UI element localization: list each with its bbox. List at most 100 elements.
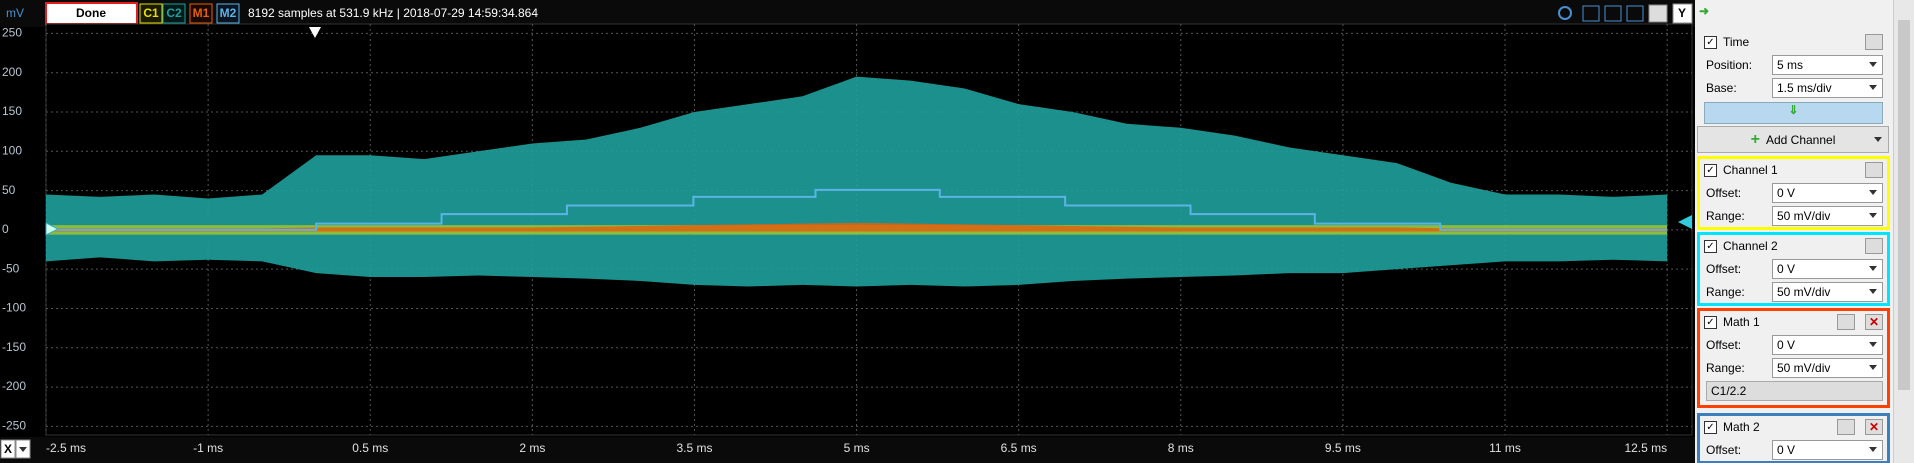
section-title: Math 1	[1723, 315, 1760, 329]
label: Offset:	[1706, 185, 1742, 200]
y-button-text: Y	[1678, 6, 1686, 20]
legend-label: M2	[220, 6, 237, 20]
checkbox[interactable]: ✓	[1704, 239, 1717, 253]
legend-label: M1	[193, 6, 210, 20]
traces	[46, 76, 1668, 287]
x-tick-label: 11 ms	[1489, 441, 1521, 455]
trace-band-upper	[46, 76, 1668, 230]
trigger-level-marker[interactable]	[1678, 215, 1692, 229]
gear[interactable]	[1837, 314, 1855, 330]
legend-tag[interactable]	[139, 3, 163, 24]
y-tick-label: -50	[2, 261, 20, 275]
dropdown[interactable]: 50 mV/div	[1772, 357, 1883, 378]
y-tick-label: 200	[2, 65, 22, 79]
tool-icon[interactable]	[1582, 5, 1600, 22]
x-tick-label: -1 ms	[193, 441, 223, 455]
checkbox[interactable]: ✓	[1704, 35, 1717, 49]
button-text: Add Channel	[1765, 132, 1836, 147]
channel-section: ✓ Math 1 ✕ Offset: 0 V Range: 50 mV/div C1/2.2	[1697, 308, 1890, 408]
legend-tag[interactable]	[189, 3, 213, 24]
section-title: Time	[1723, 35, 1750, 49]
y-tick-label: -250	[2, 419, 26, 433]
toolbar-icons	[1558, 4, 1668, 23]
y-unit: mV	[6, 6, 24, 20]
label: Range:	[1706, 360, 1745, 375]
legend-tag[interactable]	[216, 3, 240, 24]
x-tick-label: -2.5 ms	[46, 441, 86, 455]
x-tick-label: 3.5 ms	[676, 441, 712, 455]
dropdown[interactable]: 0 V	[1772, 182, 1883, 203]
label: Position:	[1706, 57, 1753, 72]
remove-button[interactable]: ✕	[1865, 419, 1883, 435]
channel-section: ✓ Channel 1 Offset: 0 V Range: 50 mV/div	[1697, 156, 1890, 230]
scroll-thumb[interactable]	[1898, 20, 1910, 390]
section-title: Math 2	[1723, 420, 1760, 434]
label: Range:	[1706, 284, 1745, 299]
trace-band-upper	[46, 222, 1668, 230]
trigger-marker[interactable]	[309, 27, 321, 38]
gear[interactable]	[1865, 162, 1883, 178]
y-tick-label: -150	[2, 340, 26, 354]
x-tick-label: 6.5 ms	[1001, 441, 1037, 455]
section-header: ✓ Math 1 ✕	[1700, 311, 1887, 333]
section-header: ✓ Channel 1	[1700, 159, 1887, 181]
y-tick-label: 150	[2, 104, 22, 118]
zoom-icon[interactable]	[1558, 6, 1572, 20]
y-tick-label: -100	[2, 301, 26, 315]
dropdown[interactable]: 50 mV/div	[1772, 281, 1883, 302]
checkbox[interactable]: ✓	[1704, 163, 1717, 177]
setting-row: Offset: 0 V	[1700, 257, 1887, 280]
checkbox[interactable]: ✓	[1704, 420, 1717, 434]
trace-band-lower	[46, 229, 1668, 287]
dropdown[interactable]: 50 mV/div	[1772, 205, 1883, 226]
dropdown[interactable]: 0 V	[1772, 334, 1883, 355]
dropdown[interactable]: 1.5 ms/div	[1772, 77, 1883, 98]
y-tick-label: 100	[2, 143, 22, 157]
dropdown[interactable]: 0 V	[1772, 439, 1883, 460]
label: Base:	[1706, 80, 1737, 95]
setting-row: Range: 50 mV/div	[1700, 280, 1887, 303]
section-title: Channel 2	[1723, 239, 1778, 253]
x-axis-bar	[0, 437, 1695, 463]
gear[interactable]	[1865, 238, 1883, 254]
add-channel-button[interactable]: + Add Channel	[1697, 126, 1889, 153]
legend-label: C1	[143, 6, 159, 20]
channel-section: ✓ Math 2 ✕ Offset: 0 V	[1697, 413, 1890, 463]
section-header: ✓ Channel 2	[1700, 235, 1887, 257]
trace-band-lower	[46, 229, 1668, 232]
remove-button[interactable]: ✕	[1865, 314, 1883, 330]
label: Offset:	[1706, 442, 1742, 457]
y-tick-label: 0	[2, 222, 9, 236]
section-title: Channel 1	[1723, 163, 1778, 177]
offset-marker[interactable]	[45, 222, 60, 236]
info-text: 8192 samples at 531.9 kHz | 2018-07-29 1…	[248, 6, 538, 20]
legend-label: C2	[166, 6, 182, 20]
y-tick-label: -200	[2, 379, 26, 393]
x-tick-label: 2 ms	[519, 441, 545, 455]
trace-line	[46, 188, 1668, 231]
gear[interactable]	[1865, 34, 1883, 50]
collapse-arrow[interactable]: ➜	[1699, 4, 1710, 18]
checkbox[interactable]: ✓	[1704, 315, 1717, 329]
tool-icon[interactable]	[1604, 5, 1622, 22]
label: Offset:	[1706, 337, 1742, 352]
time-section: ✓ Time Position: 5 ms Base: 1.5 ms/div ⇓	[1697, 28, 1890, 127]
x-tick-label: 5 ms	[844, 441, 870, 455]
tool-icon[interactable]	[1626, 5, 1644, 22]
apply-bar[interactable]: ⇓	[1704, 102, 1883, 124]
formula[interactable]: C1/2.2	[1706, 381, 1883, 401]
scrollbar[interactable]	[1893, 0, 1914, 463]
gear[interactable]	[1837, 419, 1855, 435]
x-tick-label: 0.5 ms	[352, 441, 388, 455]
x-button[interactable]	[0, 439, 16, 459]
legend-tag[interactable]	[162, 3, 186, 24]
toolbar	[0, 0, 1695, 27]
settings-icon[interactable]	[1648, 4, 1668, 23]
dropdown[interactable]: 0 V	[1772, 258, 1883, 279]
y-button[interactable]	[1672, 3, 1693, 24]
label: Range:	[1706, 208, 1745, 223]
dropdown[interactable]: 5 ms	[1772, 54, 1883, 75]
setting-row: Offset: 0 V	[1700, 438, 1887, 461]
